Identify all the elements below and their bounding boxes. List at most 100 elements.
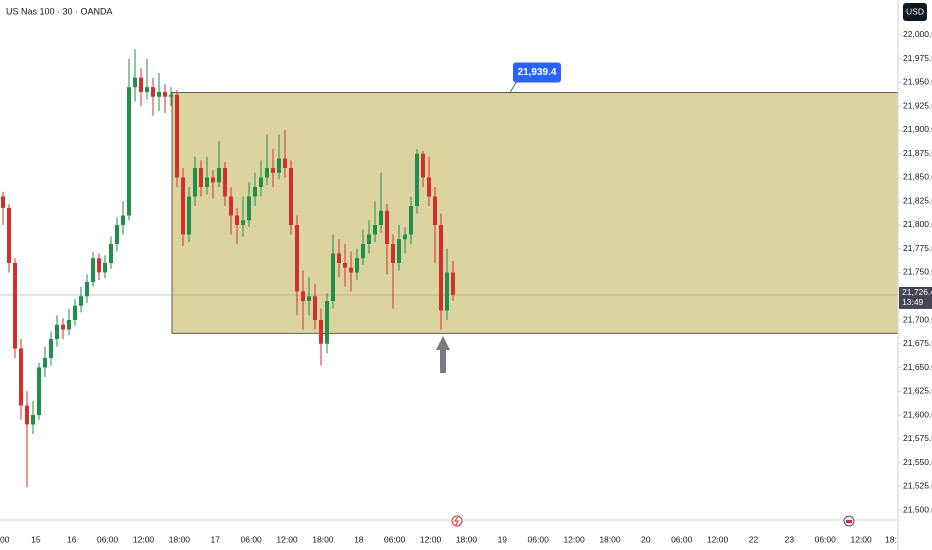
y-tick-label: 21,625.0 [903, 386, 932, 396]
arrow-annotation [436, 336, 450, 373]
x-tick-label: 18:00 [169, 534, 191, 544]
event-icon-glyph [454, 516, 459, 526]
candle-body [31, 415, 35, 425]
candle-body [421, 153, 425, 178]
candle-body [301, 291, 305, 301]
currency-button[interactable] [903, 3, 927, 21]
y-tick-label: 21,575.0 [903, 433, 932, 443]
candle-body [139, 77, 143, 92]
y-tick-label: 21,675.0 [903, 338, 932, 348]
y-tick-label: 21,825.0 [903, 195, 932, 205]
candle-body [175, 94, 179, 178]
candle-body [25, 405, 29, 425]
candle-body [331, 253, 335, 301]
last-price-tag [899, 286, 932, 309]
x-tick-label: 12:00 [707, 534, 729, 544]
y-tick-label: 22,000.0 [903, 29, 932, 39]
y-tick-label: 21,875.0 [903, 148, 932, 158]
candle-body [67, 320, 71, 330]
y-tick-label: 21,650.0 [903, 362, 932, 372]
annotation-pointer [509, 82, 517, 93]
candle-body [427, 177, 431, 197]
candle-body [181, 177, 185, 235]
candle-body [199, 167, 203, 187]
y-tick-label: 21,775.0 [903, 243, 932, 253]
x-tick-label: 12:00 [850, 534, 872, 544]
candle-body [163, 91, 167, 97]
x-tick-label: 06:00 [97, 534, 119, 544]
candle-body [85, 281, 89, 297]
candle-body [109, 243, 113, 263]
y-tick-label: 21,900.0 [903, 124, 932, 134]
candle-body [133, 77, 137, 88]
candle-body [403, 234, 407, 240]
y-tick-label: 21,525.0 [903, 481, 932, 491]
flag-icon-glyph [846, 520, 852, 523]
x-tick-label: 12:00 [133, 534, 155, 544]
candle-body [247, 196, 251, 221]
x-tick-label: 06:00 [671, 534, 693, 544]
candle-body [433, 196, 437, 225]
candle-body [73, 305, 77, 320]
candle-body [259, 177, 263, 187]
candle-body [37, 367, 41, 416]
candle-body [439, 224, 443, 311]
candle-body [13, 262, 17, 349]
candle-body [187, 196, 191, 235]
x-tick-label: 06:00 [528, 534, 550, 544]
currency-label[interactable]: USD [906, 6, 924, 16]
candle-body [103, 262, 107, 273]
candle-body [397, 239, 401, 263]
x-tick-label: 17 [211, 534, 221, 544]
y-tick-label: 21,700.0 [903, 314, 932, 324]
candle-body [49, 339, 53, 359]
candle-body [193, 167, 197, 197]
candle-body [367, 234, 371, 244]
x-tick-label: 00 [0, 534, 10, 544]
x-tick-label: 16 [67, 534, 77, 544]
plot-area [0, 49, 899, 488]
y-tick-label: 21,500.0 [903, 504, 932, 514]
candle-body [169, 94, 173, 97]
x-tick-label: 15 [31, 534, 41, 544]
x-tick-label: 19 [498, 534, 508, 544]
y-tick-label: 21,600.0 [903, 409, 932, 419]
chart-title: US Nas 100 · 30 · OANDA [6, 6, 113, 16]
candle-body [211, 177, 215, 183]
candle-body [121, 215, 125, 225]
candle-body [379, 210, 383, 225]
candle-body [409, 205, 413, 235]
y-tick-label: 21,925.0 [903, 100, 932, 110]
y-tick-label: 21,750.0 [903, 267, 932, 277]
candle-body [97, 258, 101, 273]
candle-body [217, 167, 221, 183]
candle-body [295, 224, 299, 292]
candle-body [223, 167, 227, 197]
candle-body [289, 167, 293, 225]
candle-body [151, 87, 155, 97]
y-tick-label: 21,550.0 [903, 457, 932, 467]
x-tick-label: 12:00 [276, 534, 298, 544]
annotation-label: 21,939.4 [518, 67, 557, 78]
countdown-label: 13:49 [902, 297, 924, 307]
candle-body [1, 196, 5, 208]
candle-body [229, 196, 233, 216]
candle-body [115, 224, 119, 244]
candle-body [451, 272, 455, 295]
candle-body [43, 358, 47, 368]
candle-body [253, 186, 257, 197]
candle-body [55, 324, 59, 340]
candle-body [205, 177, 209, 187]
annotation-box [513, 62, 561, 83]
x-tick-label: 18 [354, 534, 364, 544]
candle-body [19, 348, 23, 406]
y-tick-label: 21,950.0 [903, 77, 932, 87]
x-tick-label: 18: [885, 534, 897, 544]
x-tick-label: 23 [785, 534, 795, 544]
x-tick-label: 20 [641, 534, 651, 544]
candle-body [91, 258, 95, 282]
candle-body [277, 158, 281, 173]
y-tick-label: 21,850.0 [903, 172, 932, 182]
